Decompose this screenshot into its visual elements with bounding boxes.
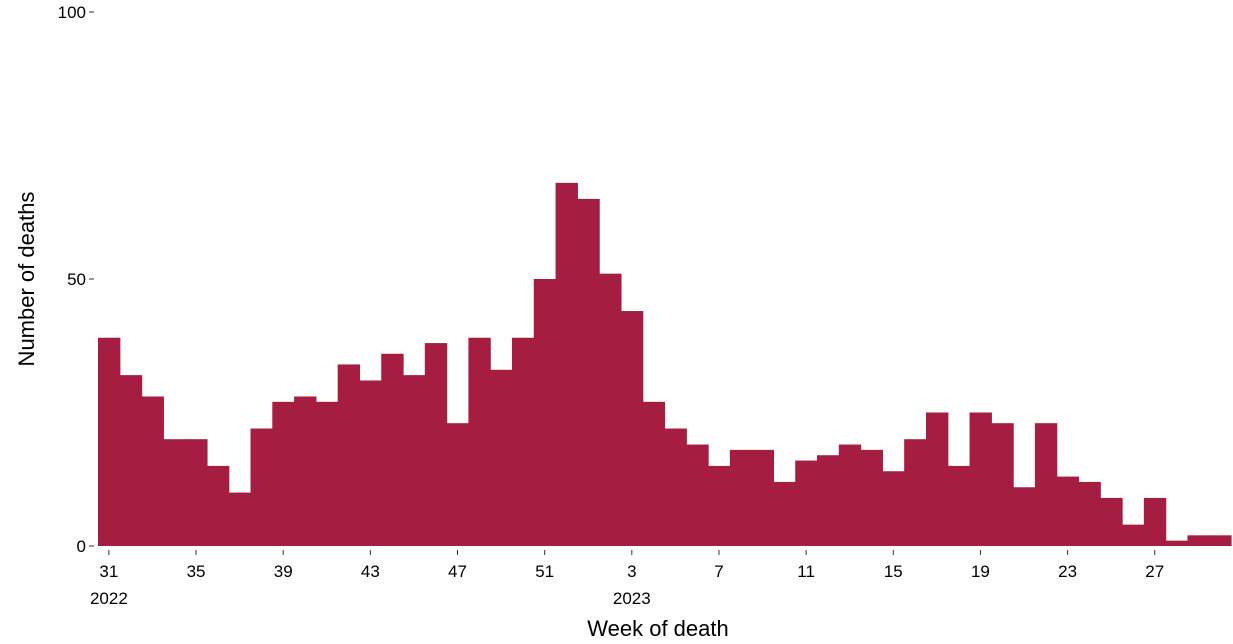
bar bbox=[642, 401, 666, 546]
bar bbox=[991, 423, 1014, 546]
bar bbox=[1143, 497, 1167, 546]
bar bbox=[533, 279, 557, 546]
y-axis: 0 50 100 bbox=[58, 3, 94, 556]
bar bbox=[708, 465, 731, 546]
bar bbox=[446, 423, 470, 546]
x-tick-label: 27 bbox=[1145, 562, 1164, 581]
bar bbox=[381, 353, 404, 546]
bar bbox=[599, 273, 622, 546]
bar bbox=[860, 449, 883, 546]
x-tick-label: 23 bbox=[1058, 562, 1077, 581]
bar bbox=[98, 337, 121, 546]
bars-group bbox=[98, 182, 1232, 546]
y-tick-label: 50 bbox=[67, 270, 86, 289]
bar bbox=[1034, 423, 1058, 546]
bar bbox=[337, 364, 361, 546]
bar bbox=[272, 401, 295, 546]
bar bbox=[250, 428, 273, 546]
y-tick-label: 0 bbox=[77, 537, 86, 556]
x-tick-label: 3 bbox=[627, 562, 636, 581]
x-tick-label: 51 bbox=[535, 562, 554, 581]
x-tick-label: 11 bbox=[797, 562, 815, 581]
bar bbox=[228, 492, 252, 546]
bar bbox=[359, 380, 382, 546]
bar bbox=[620, 311, 644, 546]
y-axis-title: Number of deaths bbox=[14, 192, 39, 367]
bar bbox=[206, 465, 230, 546]
bar bbox=[882, 471, 905, 546]
bar bbox=[729, 449, 753, 546]
bar bbox=[969, 412, 992, 546]
bar bbox=[1078, 481, 1101, 546]
x-tick-label: 39 bbox=[274, 562, 293, 581]
bar bbox=[817, 455, 840, 546]
bar bbox=[468, 337, 491, 546]
x-tick-label: 7 bbox=[714, 562, 723, 581]
bar bbox=[163, 439, 186, 546]
bar bbox=[795, 460, 818, 546]
bar bbox=[1187, 535, 1210, 546]
bar bbox=[838, 444, 862, 546]
x-tick-label: 31 bbox=[99, 562, 118, 581]
x-tick-label: 35 bbox=[187, 562, 206, 581]
x-tick-label: 19 bbox=[971, 562, 990, 581]
bar bbox=[1100, 497, 1123, 546]
bar bbox=[1056, 476, 1080, 546]
bar bbox=[751, 449, 775, 546]
bar bbox=[1209, 535, 1232, 546]
bar bbox=[664, 428, 687, 546]
bar bbox=[555, 182, 578, 546]
bar bbox=[424, 343, 448, 546]
bar bbox=[947, 465, 971, 546]
bar bbox=[577, 198, 600, 546]
y-tick-label: 100 bbox=[58, 3, 86, 22]
x-tick-year-label: 2022 bbox=[90, 589, 128, 608]
x-axis-title: Week of death bbox=[587, 616, 728, 641]
x-tick-label: 15 bbox=[884, 562, 903, 581]
bar bbox=[1122, 524, 1145, 546]
bar bbox=[511, 337, 535, 546]
bar bbox=[294, 396, 317, 546]
bar bbox=[773, 481, 796, 546]
bar bbox=[490, 369, 513, 546]
bar bbox=[119, 375, 143, 546]
x-axis: 31 2022 35 39 43 47 51 3 2023 7 11 15 19 23 27 bbox=[90, 550, 1164, 608]
bar bbox=[1013, 487, 1036, 546]
bar bbox=[1165, 540, 1189, 546]
x-tick-year-label: 2023 bbox=[613, 589, 651, 608]
bar bbox=[141, 396, 164, 546]
bar bbox=[315, 401, 339, 546]
bar bbox=[403, 375, 426, 546]
x-tick-label: 43 bbox=[361, 562, 380, 581]
bar bbox=[925, 412, 949, 546]
bar bbox=[904, 439, 927, 546]
bar bbox=[185, 439, 208, 546]
x-tick-label: 47 bbox=[448, 562, 467, 581]
bar bbox=[686, 444, 709, 546]
